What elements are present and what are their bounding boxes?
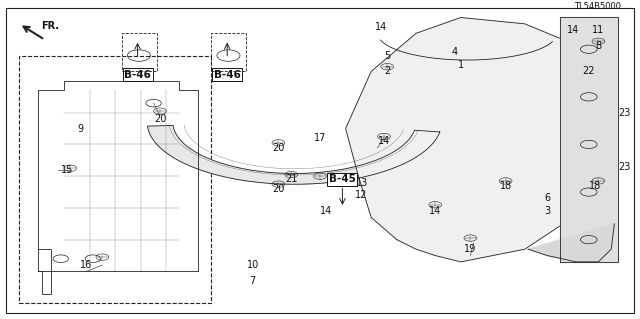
Text: 3: 3 (544, 206, 550, 216)
Text: B-46: B-46 (214, 70, 241, 80)
Text: 20: 20 (272, 184, 285, 194)
Text: 22: 22 (582, 66, 595, 77)
Text: 12: 12 (355, 190, 368, 200)
Text: 2: 2 (384, 66, 390, 77)
Text: 17: 17 (314, 133, 326, 143)
Text: 19: 19 (464, 244, 477, 254)
Bar (19, 56, 211, 303)
Text: 23: 23 (618, 108, 630, 118)
Text: 21: 21 (285, 174, 298, 184)
Text: 11: 11 (592, 25, 605, 35)
Bar (211, 33, 246, 71)
Text: FR.: FR. (42, 21, 60, 31)
Text: B-45: B-45 (329, 174, 356, 184)
Text: B-46: B-46 (124, 70, 151, 80)
Text: 20: 20 (272, 143, 285, 152)
Text: 14: 14 (378, 136, 390, 146)
Polygon shape (147, 125, 440, 184)
Text: 14: 14 (374, 22, 387, 32)
Text: 18: 18 (589, 181, 602, 191)
Text: 14: 14 (429, 206, 442, 216)
Bar (122, 33, 157, 71)
Polygon shape (528, 224, 614, 262)
Text: 7: 7 (250, 276, 256, 286)
Text: 5: 5 (384, 51, 390, 61)
Text: 13: 13 (355, 178, 368, 188)
Text: 14: 14 (566, 25, 579, 35)
Text: 14: 14 (320, 206, 333, 216)
Text: 8: 8 (595, 41, 602, 51)
Text: 16: 16 (80, 260, 93, 270)
Text: 10: 10 (246, 260, 259, 270)
Text: 20: 20 (154, 114, 166, 124)
Text: 1: 1 (458, 60, 464, 70)
Polygon shape (346, 18, 602, 262)
Text: 15: 15 (61, 165, 74, 175)
Polygon shape (560, 18, 618, 262)
Text: TL54B5000: TL54B5000 (574, 2, 621, 11)
Text: 9: 9 (77, 123, 83, 134)
Text: 4: 4 (451, 48, 458, 57)
Text: 23: 23 (618, 162, 630, 172)
Text: 6: 6 (544, 193, 550, 204)
Text: 18: 18 (499, 181, 512, 191)
